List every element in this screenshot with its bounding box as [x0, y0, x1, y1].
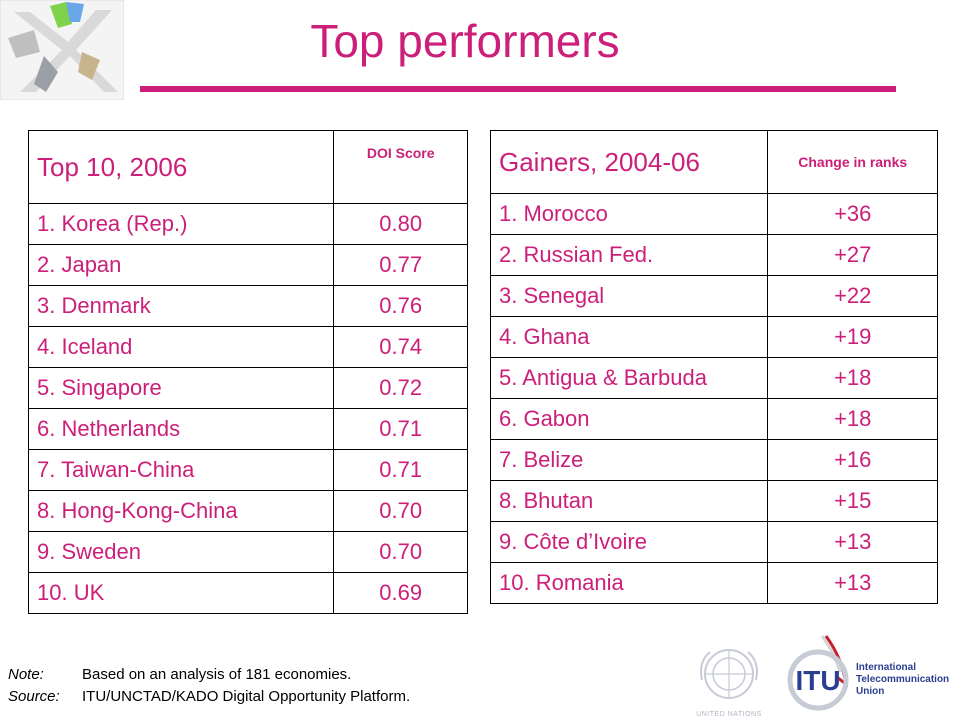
note-text: Based on an analysis of 181 economies. — [82, 666, 352, 683]
row-value: +13 — [767, 562, 938, 604]
svg-text:UNITED NATIONS: UNITED NATIONS — [696, 711, 762, 718]
table-row: 2. Russian Fed. +27 — [489, 234, 938, 276]
conference-logo — [0, 0, 125, 101]
row-value: 0.70 — [333, 490, 468, 532]
row-value: +18 — [767, 357, 938, 399]
svg-text:International: International — [856, 662, 916, 673]
column-header: DOI Score — [333, 130, 468, 204]
row-value: 0.77 — [333, 244, 468, 286]
table-row: 5. Antigua & Barbuda +18 — [489, 357, 938, 399]
row-value: 0.70 — [333, 531, 468, 573]
row-name: 5. Singapore — [27, 367, 335, 409]
svg-text:Telecommunication: Telecommunication — [856, 674, 949, 685]
row-value: 0.69 — [333, 572, 468, 614]
row-name: 9. Sweden — [27, 531, 335, 573]
table-row: 1. Morocco +36 — [489, 193, 938, 235]
row-name: 4. Ghana — [489, 316, 769, 358]
gainers-table: Gainers, 2004-06 Change in ranks 1. Moro… — [489, 130, 938, 604]
row-name: 5. Antigua & Barbuda — [489, 357, 769, 399]
row-value: +16 — [767, 439, 938, 481]
row-name: 1. Morocco — [489, 193, 769, 235]
table-row: 4. Iceland 0.74 — [27, 326, 468, 368]
row-name: 4. Iceland — [27, 326, 335, 368]
row-name: 3. Denmark — [27, 285, 335, 327]
row-name: 2. Russian Fed. — [489, 234, 769, 276]
table-row: 5. Singapore 0.72 — [27, 367, 468, 409]
row-name: 8. Bhutan — [489, 480, 769, 522]
svg-text:ITU: ITU — [795, 665, 840, 696]
table-row: 7. Taiwan-China 0.71 — [27, 449, 468, 491]
table-row: 3. Denmark 0.76 — [27, 285, 468, 327]
table-row: 10. Romania +13 — [489, 562, 938, 604]
table-header-row: Gainers, 2004-06 Change in ranks — [489, 130, 938, 194]
svg-text:Union: Union — [856, 686, 884, 697]
itu-logo: ITU International Telecommunication Unio… — [782, 632, 960, 720]
table-row: 10. UK 0.69 — [27, 572, 468, 614]
table-row: 1. Korea (Rep.) 0.80 — [27, 203, 468, 245]
table-row: 6. Netherlands 0.71 — [27, 408, 468, 450]
row-value: 0.74 — [333, 326, 468, 368]
row-value: +13 — [767, 521, 938, 563]
table-row: 8. Bhutan +15 — [489, 480, 938, 522]
table-header-row: Top 10, 2006 DOI Score — [27, 130, 468, 204]
row-name: 6. Gabon — [489, 398, 769, 440]
title-underline — [140, 86, 896, 92]
row-value: +27 — [767, 234, 938, 276]
table-row: 2. Japan 0.77 — [27, 244, 468, 286]
row-value: +19 — [767, 316, 938, 358]
row-name: 1. Korea (Rep.) — [27, 203, 335, 245]
row-value: 0.71 — [333, 449, 468, 491]
row-name: 2. Japan — [27, 244, 335, 286]
row-name: 8. Hong-Kong-China — [27, 490, 335, 532]
table-row: 9. Sweden 0.70 — [27, 531, 468, 573]
table-row: 3. Senegal +22 — [489, 275, 938, 317]
row-name: 6. Netherlands — [27, 408, 335, 450]
source-label: Source: — [8, 688, 60, 705]
row-name: 7. Taiwan-China — [27, 449, 335, 491]
note-label: Note: — [8, 666, 44, 683]
row-value: +22 — [767, 275, 938, 317]
table-row: 8. Hong-Kong-China 0.70 — [27, 490, 468, 532]
row-value: +18 — [767, 398, 938, 440]
row-value: 0.80 — [333, 203, 468, 245]
table-row: 7. Belize +16 — [489, 439, 938, 481]
row-name: 7. Belize — [489, 439, 769, 481]
row-value: 0.71 — [333, 408, 468, 450]
row-name: 9. Côte d’Ivoire — [489, 521, 769, 563]
table-heading: Gainers, 2004-06 — [489, 130, 769, 194]
table-heading: Top 10, 2006 — [27, 130, 335, 204]
page-title: Top performers — [310, 15, 620, 67]
column-header: Change in ranks — [767, 130, 938, 194]
top10-table: Top 10, 2006 DOI Score 1. Korea (Rep.) 0.… — [27, 130, 468, 614]
row-name: 10. Romania — [489, 562, 769, 604]
row-value: 0.72 — [333, 367, 468, 409]
row-name: 10. UK — [27, 572, 335, 614]
row-name: 3. Senegal — [489, 275, 769, 317]
row-value: 0.76 — [333, 285, 468, 327]
table-row: 4. Ghana +19 — [489, 316, 938, 358]
table-row: 6. Gabon +18 — [489, 398, 938, 440]
table-row: 9. Côte d’Ivoire +13 — [489, 521, 938, 563]
un-logo: UNITED NATIONS — [684, 640, 774, 720]
source-text: ITU/UNCTAD/KADO Digital Opportunity Plat… — [82, 688, 411, 705]
footnote: Note: Based on an analysis of 181 economi… — [8, 664, 410, 708]
row-value: +15 — [767, 480, 938, 522]
row-value: +36 — [767, 193, 938, 235]
